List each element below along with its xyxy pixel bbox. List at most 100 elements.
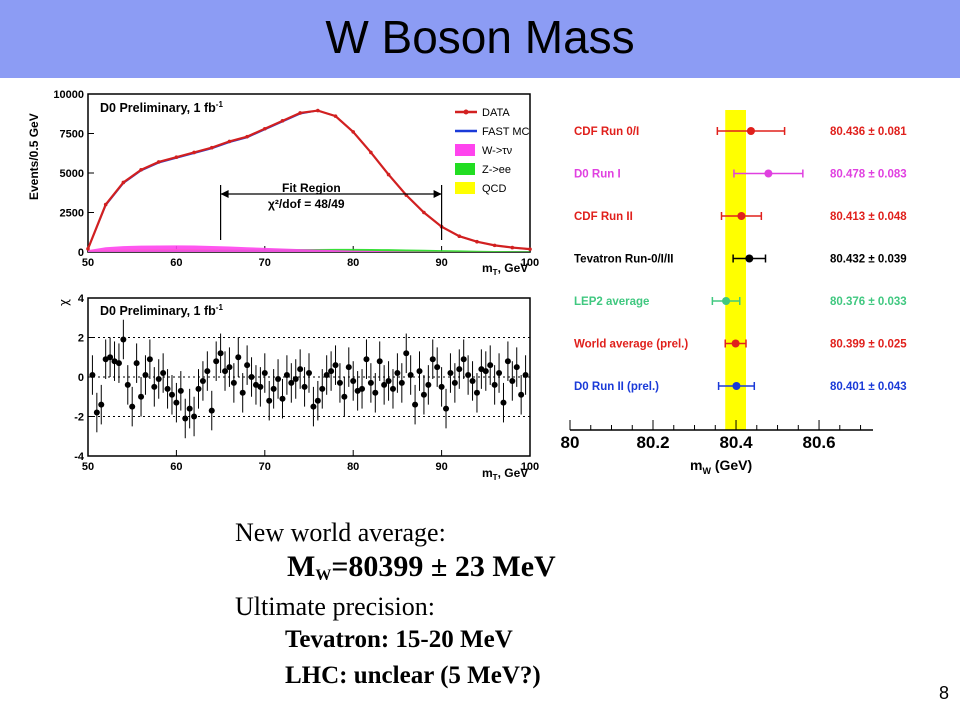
residual-point: [412, 401, 419, 408]
residual-point: [138, 393, 145, 400]
data-point: [457, 234, 462, 238]
fit-region-annotation: Fit Region χ²/dof = 48/49: [220, 181, 443, 240]
chart1-xtick-label: 50: [82, 257, 94, 269]
world-average-band: [725, 110, 746, 430]
data-point: [316, 108, 320, 113]
measurement-point: [732, 382, 741, 390]
fit-region-label: Fit Region: [282, 181, 341, 195]
chart2-xlabel: mT, GeV: [482, 466, 528, 482]
measurement-value: 80.413 ± 0.048: [830, 211, 907, 223]
chart1-xtick-label: 90: [435, 257, 447, 269]
residual-point: [146, 356, 153, 363]
residual-point: [465, 372, 472, 379]
residual-point: [186, 405, 193, 412]
chart1-xlabel: mT, GeV: [482, 261, 528, 277]
page-number: 8: [939, 683, 950, 703]
residual-point: [124, 381, 131, 388]
residual-point: [306, 370, 312, 377]
data-point: [245, 134, 249, 139]
chart1-title: D0 Preliminary, 1 fb-1: [100, 100, 223, 115]
data-point: [475, 239, 479, 244]
residual-point: [155, 375, 162, 382]
measurement-point: [731, 339, 740, 348]
chart2-ytick-label: 2: [78, 333, 84, 345]
measurement-label: Tevatron Run-0/I/II: [574, 254, 673, 266]
residual-point: [297, 366, 304, 373]
residual-point: [372, 389, 379, 396]
measurement-point: [764, 169, 773, 178]
residual-point: [420, 391, 427, 398]
legend-label: FAST MC: [482, 126, 530, 138]
residual-point: [168, 391, 175, 398]
residual-point: [429, 356, 436, 363]
title-bar: [0, 0, 960, 78]
data-point: [103, 202, 108, 207]
chart1-ytick-label: 7500: [60, 129, 84, 141]
residual-point: [376, 358, 383, 365]
residual-point: [513, 364, 520, 371]
data-point: [492, 243, 497, 248]
residual-point: [359, 385, 366, 392]
residual-point: [129, 403, 136, 410]
residual-point: [385, 377, 392, 384]
data-point: [209, 145, 214, 150]
residual-point: [235, 354, 242, 361]
fit-arrow-head-left: [220, 190, 229, 198]
residual-point: [213, 358, 220, 365]
residual-point: [425, 381, 432, 388]
residual-point: [398, 379, 405, 386]
residual-point: [403, 350, 410, 357]
residual-point: [164, 385, 171, 392]
residual-point: [288, 379, 295, 386]
residual-point: [133, 360, 140, 367]
chart2-xtick-label: 60: [170, 461, 182, 473]
residual-point: [107, 354, 114, 361]
residual-point: [182, 415, 189, 422]
data-point: [227, 139, 232, 144]
measurement-point: [746, 127, 755, 135]
residual-point: [177, 387, 184, 394]
chart2-frame: [87, 297, 531, 457]
residual-point: [239, 389, 246, 396]
residual-point: [199, 377, 206, 384]
residual-point: [102, 356, 109, 363]
data-point: [369, 150, 373, 155]
residual-point: [120, 336, 127, 343]
chart1-ytick-label: 10000: [53, 89, 84, 101]
caption-line-3: Ultimate precision:: [235, 592, 436, 621]
chart2-xtick-label: 100: [521, 461, 539, 473]
chart2-xtick-label: 50: [82, 461, 94, 473]
residual-point: [460, 356, 467, 363]
residual-point: [496, 370, 503, 377]
data-point: [280, 119, 285, 123]
series-w-area: [88, 245, 530, 252]
residual-point: [226, 364, 233, 371]
chart2-ytick-label: -4: [74, 451, 85, 463]
chart2-ytick-label: 0: [78, 372, 84, 384]
residual-point: [336, 379, 343, 386]
fit-region-chi2: χ²/dof = 48/49: [268, 197, 345, 211]
residual-point: [394, 370, 401, 377]
chart2-ytick-label: 4: [78, 293, 85, 305]
series-fastmc-line: [87, 109, 531, 250]
data-point: [386, 172, 391, 177]
mw-value: =80399 ± 23 MeV: [331, 550, 556, 583]
chart2-xtick-label: 70: [259, 461, 271, 473]
data-point: [263, 126, 267, 131]
residual-point: [381, 381, 388, 388]
measurement-label: D0 Run II (prel.): [574, 381, 659, 393]
chart2-xtick-label: 80: [347, 461, 359, 473]
residual-point: [341, 393, 348, 400]
residual-point: [469, 377, 476, 384]
chart1-ytick-label: 0: [78, 247, 84, 259]
chart2-ytick-label: -2: [74, 412, 84, 424]
legend-swatch: [455, 163, 475, 175]
chart2-xtick-label: 90: [435, 461, 447, 473]
residual-point: [350, 377, 357, 384]
measurement-point: [745, 254, 754, 263]
residual-point: [416, 368, 423, 375]
measurement-value: 80.436 ± 0.081: [830, 126, 907, 138]
legend-swatch: [455, 144, 475, 156]
chart1-xtick-label: 80: [347, 257, 359, 269]
